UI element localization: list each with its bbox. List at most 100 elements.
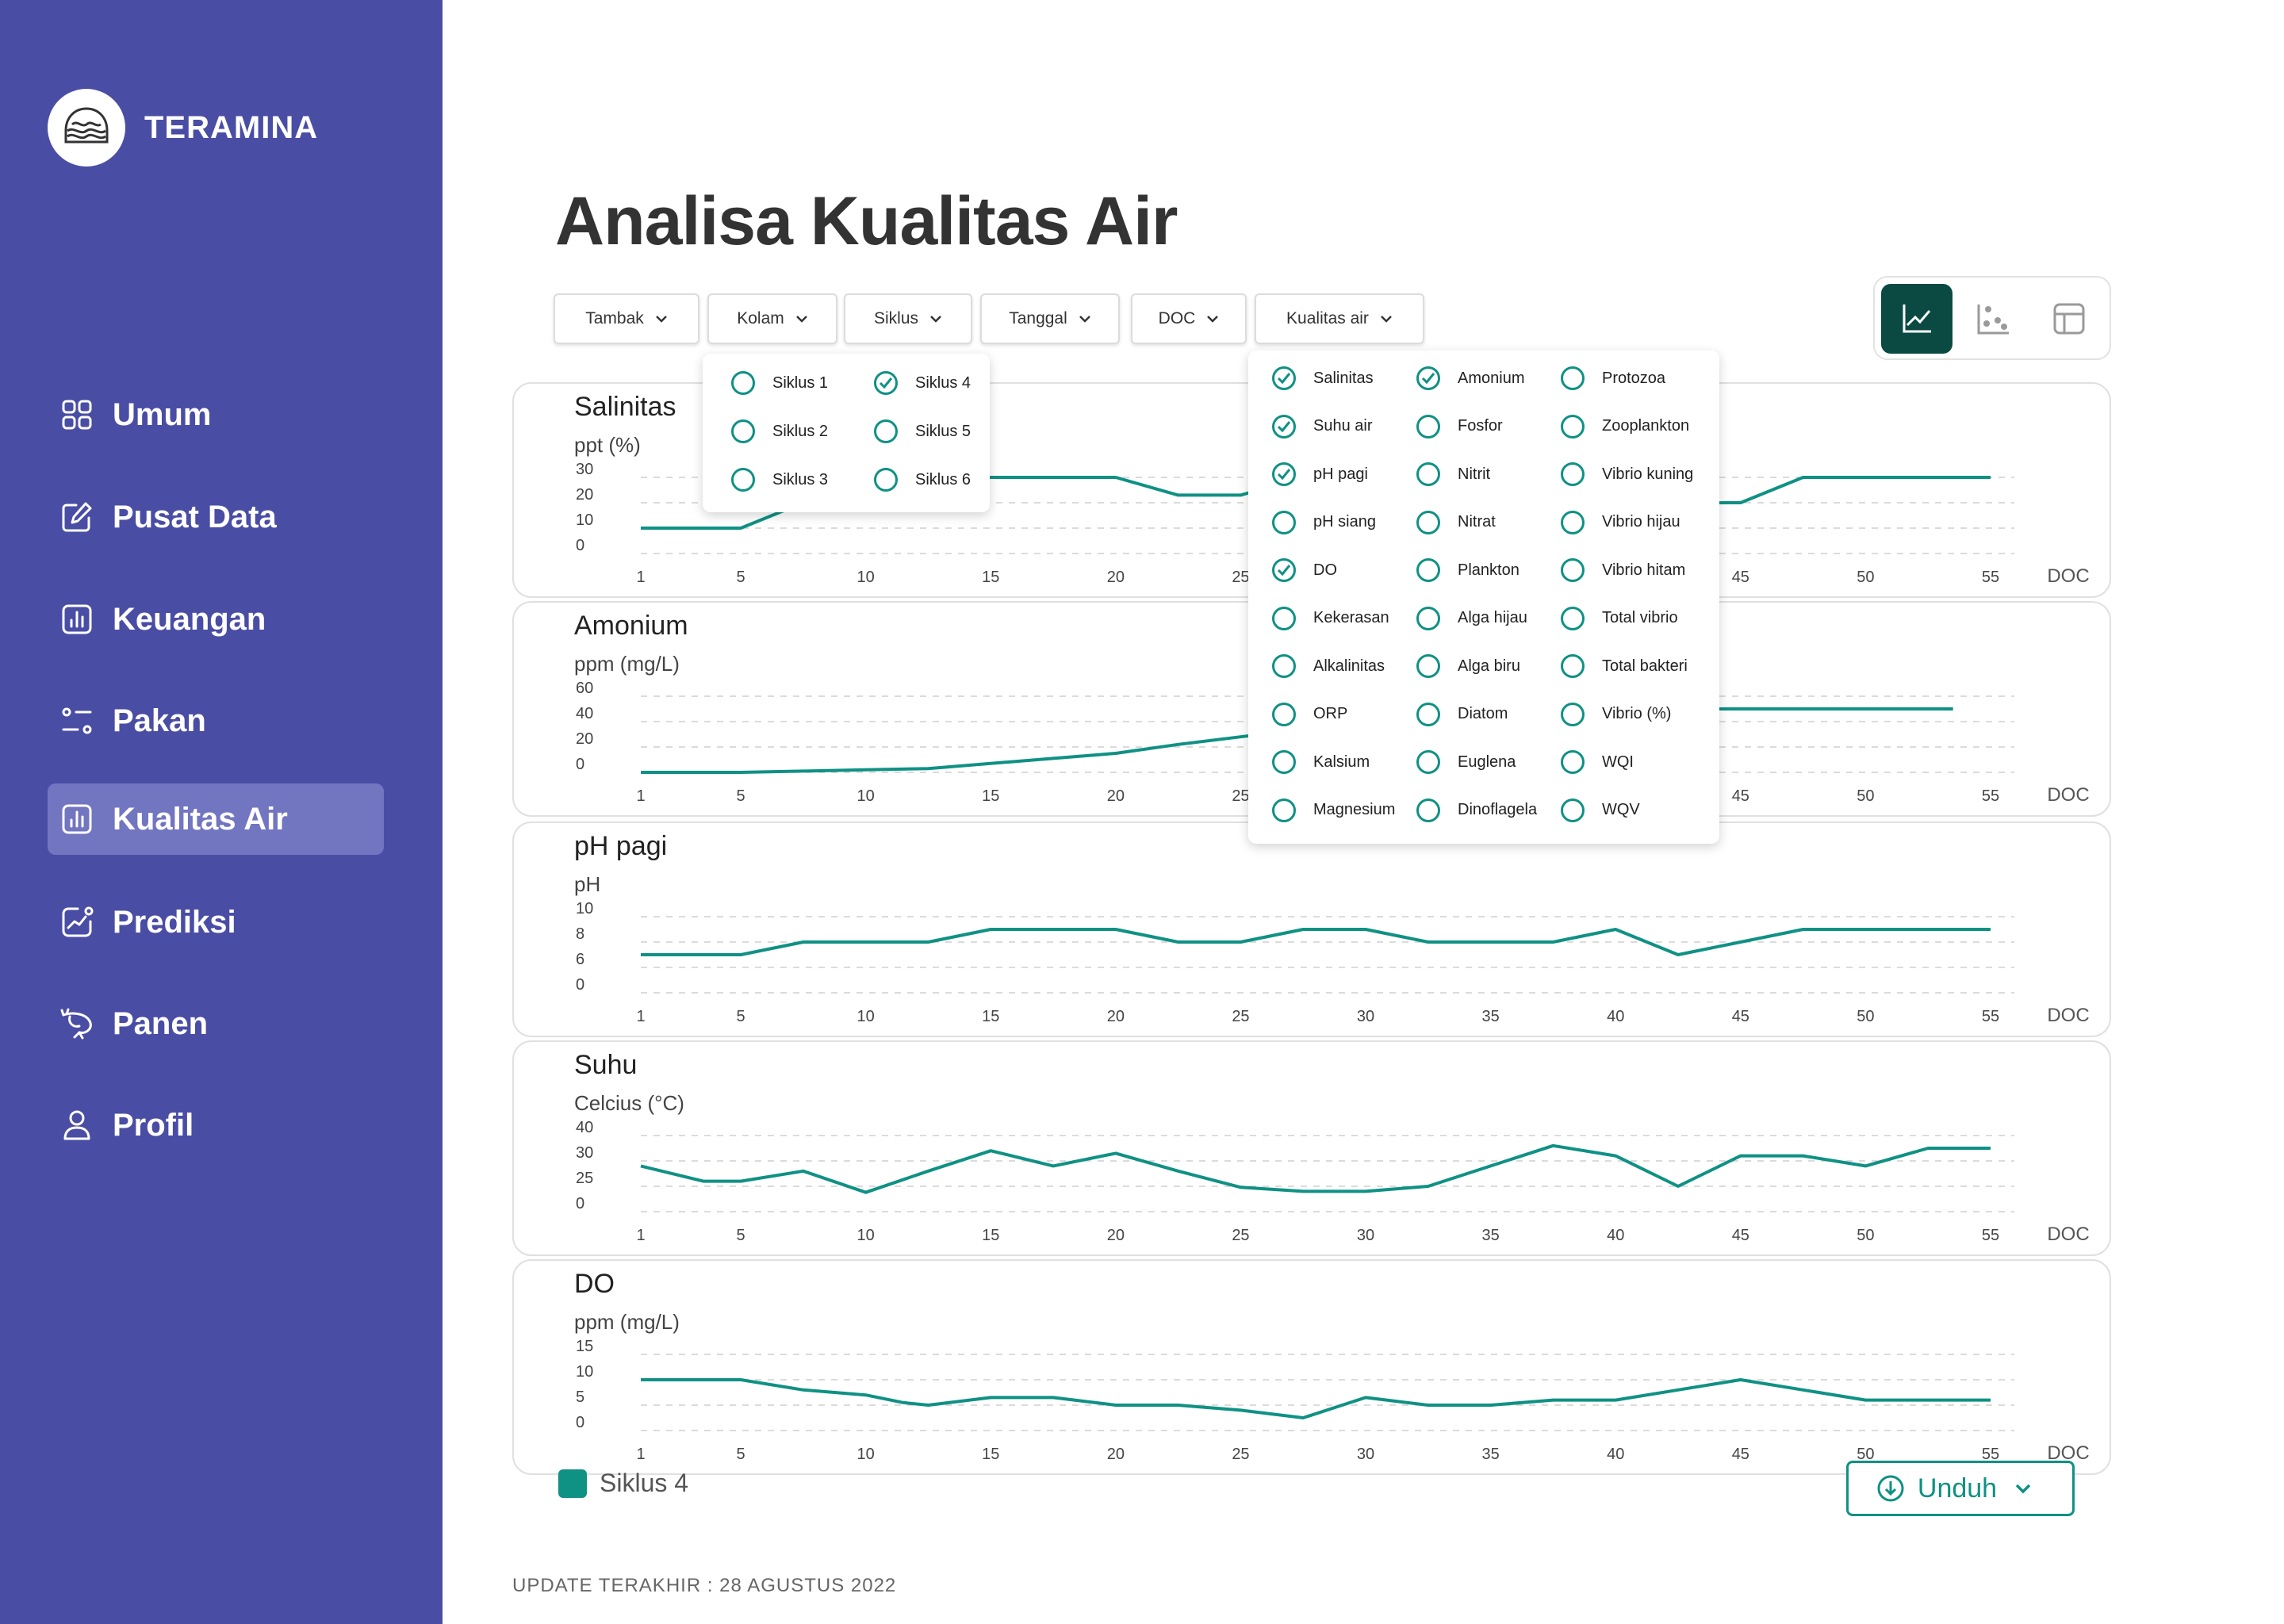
filter-tambak-dropdown[interactable]: Tambak	[554, 293, 699, 344]
x-tick-label: 20	[1107, 787, 1125, 805]
option-alga-biru[interactable]: Alga biru	[1416, 654, 1520, 678]
option-siklus-4[interactable]: Siklus 4	[874, 371, 971, 395]
option-vibrio-hitam[interactable]: Vibrio hitam	[1561, 558, 1685, 582]
option-plankton[interactable]: Plankton	[1416, 558, 1519, 582]
option-diatom[interactable]: Diatom	[1416, 702, 1508, 726]
radio-icon	[1272, 654, 1296, 678]
x-tick-label: 1	[636, 1227, 645, 1244]
option-vibrio[interactable]: Vibrio (%)	[1561, 702, 1671, 726]
filter-tanggal-dropdown[interactable]: Tanggal	[980, 293, 1120, 344]
radio-icon	[1416, 750, 1440, 774]
option-salinitas[interactable]: Salinitas	[1272, 366, 1374, 390]
option-fosfor[interactable]: Fosfor	[1416, 414, 1503, 439]
option-kekerasan[interactable]: Kekerasan	[1272, 606, 1389, 630]
scatter-chart-view-button[interactable]	[1957, 284, 2029, 354]
option-label: Nitrat	[1458, 513, 1496, 530]
trend-icon	[57, 902, 97, 942]
option-siklus-5[interactable]: Siklus 5	[874, 419, 971, 443]
sidebar-item-pakan[interactable]: Pakan	[48, 685, 384, 756]
sidebar-item-label: Pusat Data	[113, 499, 277, 534]
option-alga-hijau[interactable]: Alga hijau	[1416, 606, 1527, 630]
radio-icon	[874, 468, 898, 492]
sidebar-item-kualitas-air[interactable]: Kualitas Air	[48, 783, 384, 855]
check-icon	[1421, 373, 1435, 385]
series-line-siklus-4[interactable]	[640, 1143, 1991, 1194]
line-chart-view-button[interactable]	[1881, 284, 1953, 354]
option-siklus-1[interactable]: Siklus 1	[731, 371, 828, 395]
x-axis-label: DOC	[2047, 784, 2089, 806]
chart-card-suhu: Suhu Celcius (°C) 0 25 30 40 1 5 10 15 20 25 30 35 40 4…	[512, 1040, 2111, 1256]
x-tick-label: 30	[1357, 1446, 1374, 1463]
option-ph-siang[interactable]: pH siang	[1272, 510, 1376, 534]
chevron-down-icon	[795, 316, 807, 323]
radio-icon	[1561, 462, 1585, 486]
checked-radio-icon	[1272, 462, 1296, 486]
y-tick-label: 0	[576, 537, 584, 554]
option-label: WQV	[1602, 801, 1640, 818]
x-tick-label: 45	[1732, 569, 1749, 586]
option-alkalinitas[interactable]: Alkalinitas	[1272, 654, 1385, 678]
radio-icon	[1416, 606, 1440, 630]
sidebar-item-profil[interactable]: Profil	[48, 1090, 384, 1161]
option-label: Siklus 2	[772, 422, 829, 440]
series-line-siklus-4[interactable]	[641, 1378, 1991, 1419]
x-tick-label: 10	[857, 787, 875, 805]
option-kalsium[interactable]: Kalsium	[1272, 750, 1370, 774]
page-title: Analisa Kualitas Air	[555, 183, 1178, 259]
series-line-siklus-4[interactable]	[641, 928, 1991, 956]
edit-icon	[57, 497, 97, 537]
option-wqi[interactable]: WQI	[1561, 750, 1634, 774]
sidebar-item-pusat-data[interactable]: Pusat Data	[48, 481, 384, 553]
option-total-bakteri[interactable]: Total bakteri	[1561, 654, 1688, 678]
x-tick-label: 20	[1107, 1227, 1125, 1244]
sidebar-item-keuangan[interactable]: Keuangan	[48, 584, 384, 655]
x-tick-label: 20	[1107, 1446, 1125, 1463]
option-ph-pagi[interactable]: pH pagi	[1272, 462, 1368, 486]
option-do[interactable]: DO	[1272, 558, 1337, 582]
sidebar-item-umum[interactable]: Umum	[48, 379, 384, 450]
radio-icon	[1272, 798, 1296, 822]
filter-kualitas-air-dropdown[interactable]: Kualitas air	[1255, 293, 1424, 344]
y-tick-label: 5	[576, 1388, 584, 1406]
option-vibrio-hijau[interactable]: Vibrio hijau	[1561, 510, 1680, 534]
chart-y-unit: ppm (mg/L)	[574, 652, 680, 676]
download-button[interactable]: Unduh	[1846, 1461, 2075, 1516]
option-suhu-air[interactable]: Suhu air	[1272, 414, 1373, 439]
x-axis-label: DOC	[2047, 1005, 2089, 1026]
option-nitrit[interactable]: Nitrit	[1416, 462, 1490, 486]
option-zooplankton[interactable]: Zooplankton	[1561, 414, 1689, 439]
sidebar-item-panen[interactable]: Panen	[48, 988, 384, 1059]
option-siklus-2[interactable]: Siklus 2	[731, 419, 828, 443]
option-wqv[interactable]: WQV	[1561, 798, 1640, 822]
filter-doc-dropdown[interactable]: DOC	[1131, 293, 1247, 344]
radio-icon	[1416, 510, 1440, 534]
sidebar-item-prediksi[interactable]: Prediksi	[48, 887, 384, 958]
option-nitrat[interactable]: Nitrat	[1416, 510, 1496, 534]
y-tick-label: 0	[576, 1195, 584, 1212]
radio-icon	[1561, 366, 1585, 390]
option-siklus-6[interactable]: Siklus 6	[874, 468, 971, 492]
chart-legend: Siklus 4	[558, 1469, 688, 1498]
filter-siklus-dropdown[interactable]: Siklus	[844, 293, 972, 344]
table-view-button[interactable]	[2033, 284, 2105, 354]
logo[interactable]: TERAMINA	[48, 89, 318, 167]
option-magnesium[interactable]: Magnesium	[1272, 798, 1395, 822]
option-euglena[interactable]: Euglena	[1416, 750, 1516, 774]
option-vibrio-kuning[interactable]: Vibrio kuning	[1561, 462, 1693, 486]
x-tick-label: 10	[857, 1008, 875, 1025]
option-dinoflagela[interactable]: Dinoflagela	[1416, 798, 1538, 822]
sidebar-item-label: Umum	[113, 396, 212, 432]
sidebar-item-label: Pakan	[113, 703, 206, 738]
option-amonium[interactable]: Amonium	[1416, 366, 1524, 390]
y-tick-label: 30	[576, 1144, 593, 1162]
option-total-vibrio[interactable]: Total vibrio	[1561, 606, 1678, 630]
option-protozoa[interactable]: Protozoa	[1561, 366, 1665, 390]
kualitas-air-dropdown: Salinitas Suhu air pH pagi pH siang DO Kekera…	[1248, 350, 1719, 844]
x-tick-label: 1	[636, 569, 645, 586]
option-orp[interactable]: ORP	[1272, 702, 1347, 726]
option-siklus-3[interactable]: Siklus 3	[731, 468, 828, 492]
checked-radio-icon	[1416, 366, 1440, 390]
chart-card-do: DO ppm (mg/L) 0 5 10 15 1 5 10 15 20 25 30 35 40 45 50 55…	[512, 1259, 2111, 1475]
option-label: Dinoflagela	[1458, 801, 1538, 818]
filter-kolam-dropdown[interactable]: Kolam	[707, 293, 837, 344]
